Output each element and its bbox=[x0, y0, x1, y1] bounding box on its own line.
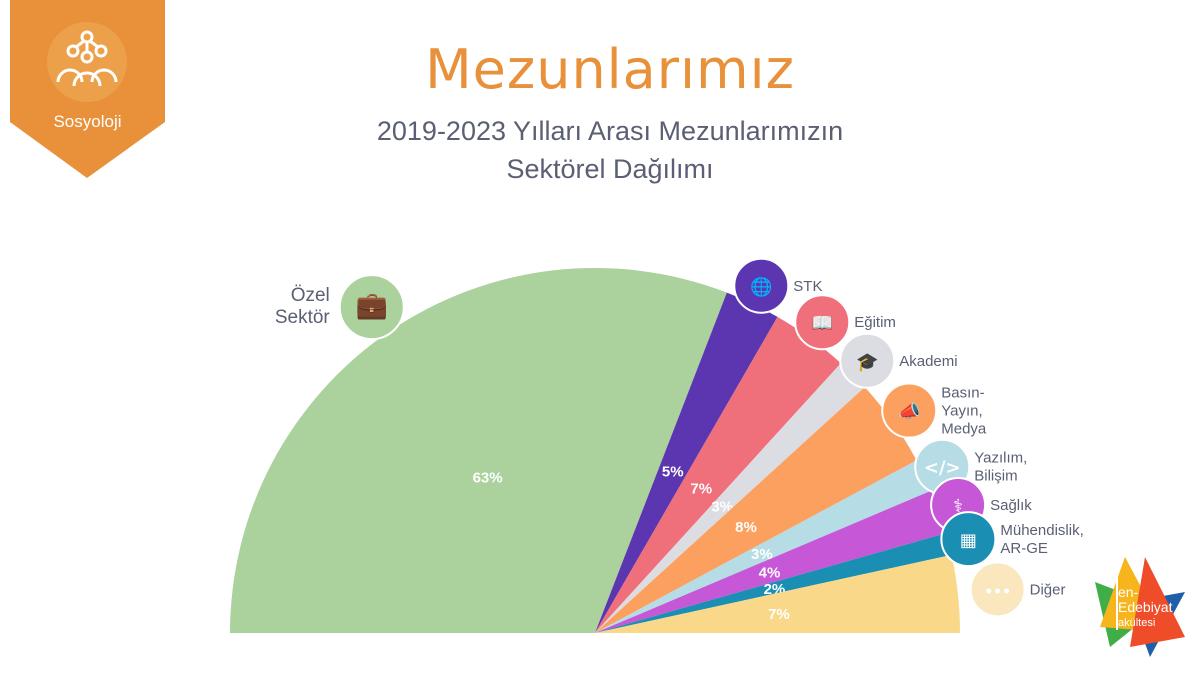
value-label: 3% bbox=[751, 546, 773, 563]
value-label: 5% bbox=[662, 464, 684, 481]
category-label: STK bbox=[793, 278, 822, 295]
subtitle-line-1: 2019-2023 Yılları Arası Mezunlarımızın bbox=[376, 116, 844, 146]
pie-slice-1 bbox=[595, 292, 778, 633]
value-label: 4% bbox=[759, 565, 781, 582]
category-label-line: Yayın, bbox=[941, 403, 982, 420]
category-label-line: Yazılım, bbox=[974, 450, 1027, 467]
category-label-line: Sektör bbox=[275, 307, 331, 328]
category-label: Yazılım, Bilişim bbox=[974, 450, 1027, 485]
category-label: Özel Sektör bbox=[275, 285, 331, 328]
category-label-line: Diğer bbox=[1030, 581, 1066, 598]
pie-slice-2 bbox=[595, 316, 841, 633]
svg-text:Edebiyat: Edebiyat bbox=[1118, 599, 1173, 615]
pie-slice-7 bbox=[595, 533, 952, 633]
svg-text:akültesi: akültesi bbox=[1118, 617, 1155, 629]
circuit-icon: ▦ bbox=[940, 511, 997, 568]
value-label: 7% bbox=[690, 481, 712, 498]
more-dots-icon: ••• bbox=[969, 561, 1026, 618]
chart-subtitle: 2019-2023 Yılları Arası Mezunlarımızın S… bbox=[0, 112, 1200, 188]
globe-hand-icon: 🌐 bbox=[733, 257, 790, 314]
megaphone-icon: 📣 bbox=[881, 382, 938, 439]
svg-text:⚕: ⚕ bbox=[953, 496, 963, 517]
category-label-line: Özel bbox=[291, 285, 330, 306]
book-icon: 📖 bbox=[794, 294, 851, 351]
faculty-logo: en- Edebiyat akültesi bbox=[1095, 557, 1185, 657]
department-label: Sosyoloji bbox=[53, 112, 122, 131]
category-label: Sağlık bbox=[990, 497, 1032, 514]
pie-slice-3 bbox=[595, 363, 865, 633]
pie-slice-0 bbox=[230, 267, 727, 633]
category-label-line: Akademi bbox=[899, 353, 957, 370]
category-label-line: Medya bbox=[941, 421, 987, 438]
pie-slice-5 bbox=[595, 460, 932, 633]
category-label: Mühendislik, AR-GE bbox=[1000, 522, 1083, 557]
svg-text:🌐: 🌐 bbox=[750, 276, 772, 298]
category-label-line: Bilişim bbox=[974, 468, 1017, 485]
category-label: Diğer bbox=[1030, 581, 1066, 598]
subtitle-line-2: Sektörel Dağılımı bbox=[506, 154, 714, 184]
pie-slice-4 bbox=[595, 387, 917, 633]
value-label: 7% bbox=[768, 606, 790, 623]
svg-text:•••: ••• bbox=[984, 584, 1011, 600]
svg-text:📣: 📣 bbox=[898, 402, 920, 423]
svg-text:▦: ▦ bbox=[960, 530, 977, 551]
svg-text:en-: en- bbox=[1118, 584, 1139, 600]
value-label: 63% bbox=[473, 469, 503, 486]
page-title: Mezunlarımız bbox=[425, 38, 795, 101]
svg-text:📖: 📖 bbox=[811, 313, 833, 334]
department-badge bbox=[10, 0, 165, 178]
category-label-line: Sağlık bbox=[990, 497, 1032, 514]
category-label: Eğitim bbox=[854, 314, 896, 331]
category-label-line: STK bbox=[793, 278, 822, 295]
svg-text:</>: </> bbox=[924, 458, 961, 479]
category-label-line: Eğitim bbox=[854, 314, 896, 331]
category-label-line: AR-GE bbox=[1000, 540, 1048, 557]
value-label: 3% bbox=[711, 499, 733, 516]
category-label: Basın-Yayın, Medya bbox=[941, 385, 987, 438]
people-network-icon bbox=[56, 30, 118, 87]
value-label: 8% bbox=[735, 519, 757, 536]
category-label-line: Mühendislik, bbox=[1000, 522, 1083, 539]
graduation-cap-icon: 🎓 bbox=[839, 332, 896, 389]
svg-text:💼: 💼 bbox=[356, 291, 388, 321]
category-label: Akademi bbox=[899, 353, 957, 370]
category-label-line: Basın- bbox=[941, 385, 984, 402]
pie-slice-8 bbox=[595, 554, 960, 633]
pie-slice-6 bbox=[595, 490, 947, 633]
svg-text:🎓: 🎓 bbox=[856, 352, 878, 373]
briefcase-icon: 💼 bbox=[338, 274, 405, 341]
